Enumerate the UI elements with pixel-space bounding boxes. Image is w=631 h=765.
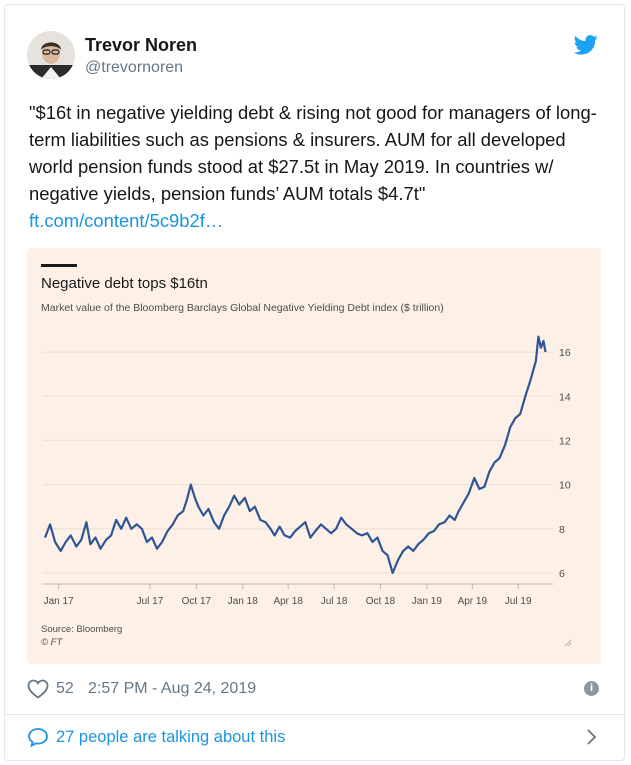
x-tick-label: Jul 19 [505,596,532,607]
divider [5,714,624,715]
series-line-0 [43,335,547,575]
chart-title-bar [41,264,77,267]
tweet-text: "$16t in negative yielding debt & rising… [29,99,605,234]
tweet-card[interactable]: Trevor Noren @trevornoren "$16t in negat… [4,4,625,761]
avatar-photo-icon [27,31,75,79]
author-name[interactable]: Trevor Noren [85,35,198,55]
speech-bubble-icon [28,728,48,747]
x-tick-label: Apr 18 [273,596,303,607]
x-tick-label: Jul 18 [321,596,348,607]
info-icon[interactable]: i [584,681,599,696]
x-tick-label: Apr 19 [458,596,488,607]
x-tick-label: Jan 17 [44,596,74,607]
tweet-timestamp[interactable]: 2:57 PM - Aug 24, 2019 [88,680,257,697]
tweet-footer: 52 2:57 PM - Aug 24, 2019 i [27,677,599,701]
resize-grip-icon [564,639,572,647]
chart-source: Source: Bloomberg [41,624,122,635]
twitter-bird-icon[interactable] [574,35,598,55]
heart-icon[interactable] [27,679,49,699]
line-chart: Negative debt tops $16tn Market value of… [41,264,572,648]
conversation-label[interactable]: 27 people are talking about this [56,728,286,746]
avatar[interactable] [27,31,75,79]
y-tick-label: 8 [559,524,565,536]
tweet-body: "$16t in negative yielding debt & rising… [29,102,597,204]
chart-subtitle: Market value of the Bloomberg Barclays G… [41,302,444,314]
like-count[interactable]: 52 [56,680,74,697]
chart-title: Negative debt tops $16tn [41,275,208,292]
y-tick-label: 10 [559,480,571,492]
chart-credit: © FT [41,637,63,648]
x-tick-label: Oct 18 [366,596,396,607]
x-tick-label: Jan 19 [412,596,442,607]
tweet-link[interactable]: ft.com/content/5c9b2f… [29,210,224,231]
y-tick-label: 12 [559,435,571,447]
conversation-link[interactable]: 27 people are talking about this [27,725,599,749]
y-tick-label: 6 [559,568,565,580]
chevron-right-icon[interactable] [585,727,599,747]
y-tick-label: 14 [559,391,571,403]
x-tick-label: Jan 18 [228,596,258,607]
author-handle[interactable]: @trevornoren [85,59,184,76]
y-tick-label: 16 [559,347,571,359]
x-tick-label: Oct 17 [182,596,212,607]
chart-image[interactable]: Negative debt tops $16tn Market value of… [27,248,601,664]
x-tick-label: Jul 17 [137,596,164,607]
